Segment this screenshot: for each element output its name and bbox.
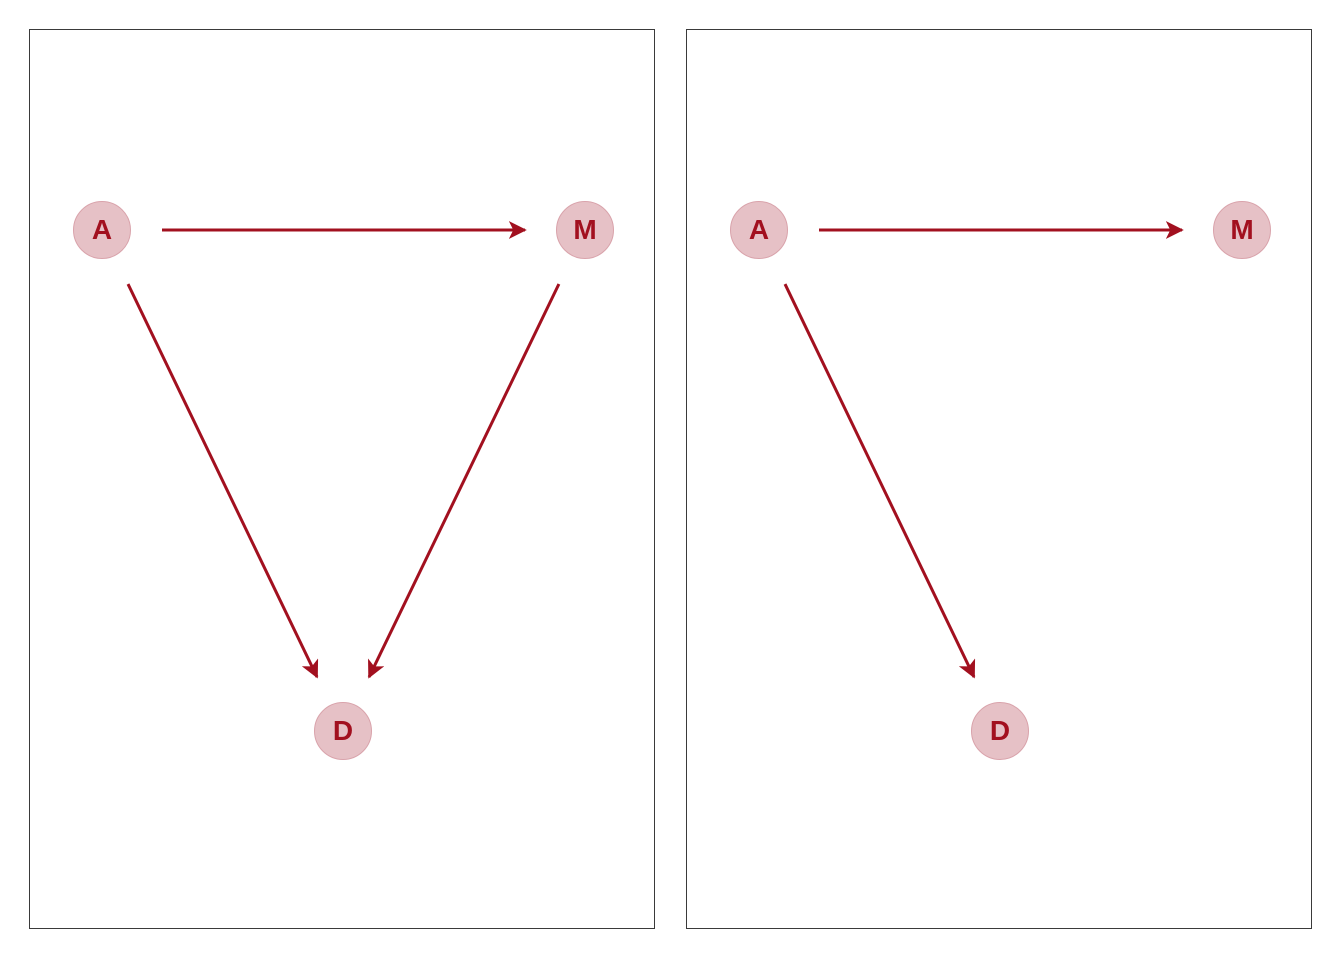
edge-a-to-d bbox=[783, 283, 976, 679]
node-m: M bbox=[556, 201, 614, 259]
edges-layer bbox=[783, 221, 1184, 679]
edge-m-to-d bbox=[367, 283, 561, 679]
node-a: A bbox=[73, 201, 131, 259]
dag-panel-reduced: A M D bbox=[686, 29, 1312, 929]
node-d: D bbox=[971, 702, 1029, 760]
node-a: A bbox=[730, 201, 788, 259]
edge-a-to-d bbox=[126, 283, 319, 679]
dag-panel-full: A M D bbox=[29, 29, 655, 929]
edges-layer bbox=[126, 221, 561, 679]
node-d: D bbox=[314, 702, 372, 760]
node-m: M bbox=[1213, 201, 1271, 259]
